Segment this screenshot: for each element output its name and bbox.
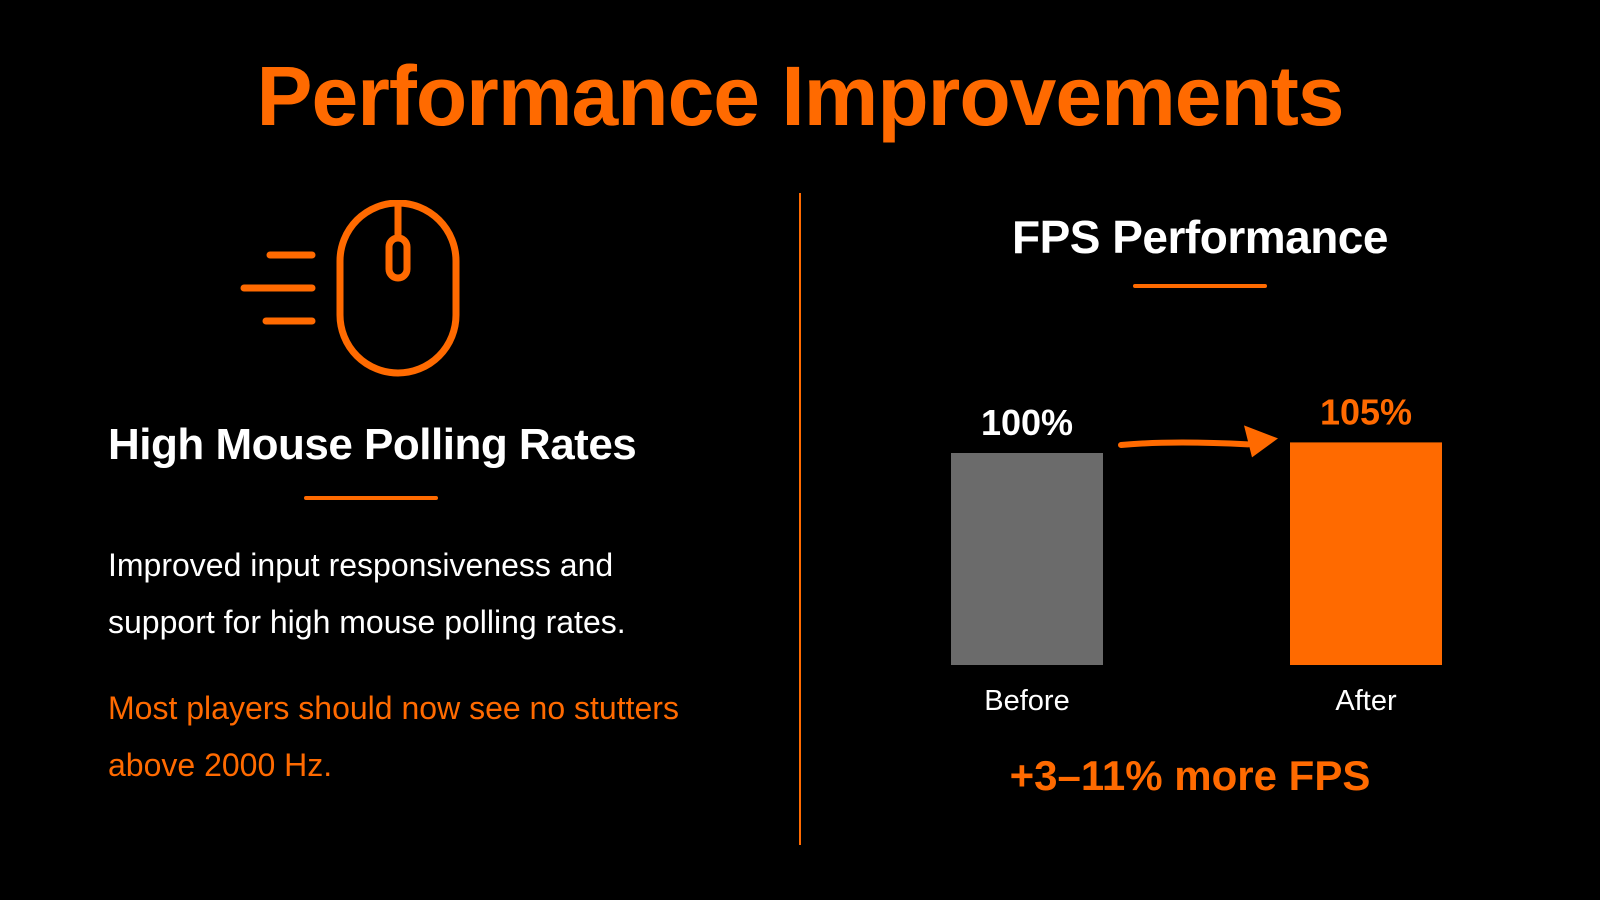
data-label-before: 100% [981, 402, 1073, 443]
increase-arrow [1118, 439, 1251, 448]
bar-after [1290, 442, 1442, 665]
vertical-divider [799, 193, 801, 845]
category-label-before: Before [984, 685, 1069, 717]
category-label-after: After [1335, 685, 1397, 717]
heading-underline [304, 496, 438, 500]
feature-heading: High Mouse Polling Rates [108, 420, 637, 469]
feature-description: Improved input responsiveness and suppor… [108, 547, 626, 640]
feature-note: Most players should now see no stutters … [108, 690, 679, 783]
data-label-after: 105% [1320, 391, 1412, 432]
page-title: Performance Improvements [256, 49, 1344, 143]
bar-before [951, 453, 1103, 665]
increase-arrow-head [1244, 425, 1278, 458]
chart-title-underline [1133, 284, 1267, 288]
mouse-icon [240, 199, 480, 390]
chart-title: FPS Performance [1012, 211, 1388, 263]
fps-gain-annotation: +3–11% more FPS [1009, 752, 1371, 799]
